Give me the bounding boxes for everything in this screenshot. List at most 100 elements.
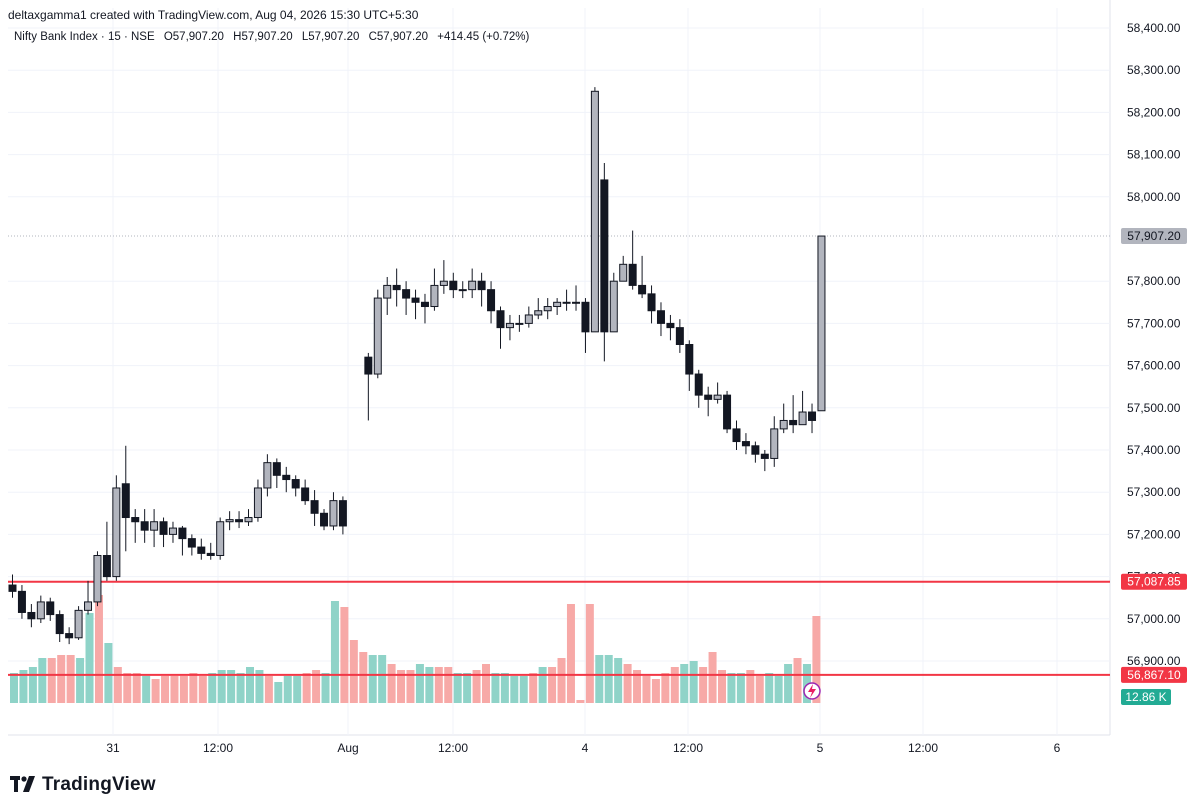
candle[interactable] — [121, 445, 130, 552]
candle[interactable] — [647, 285, 656, 324]
candle[interactable] — [291, 475, 300, 497]
candle-body — [178, 527, 187, 540]
candle-body — [8, 584, 17, 592]
candle[interactable] — [65, 627, 74, 645]
candle[interactable] — [74, 606, 83, 640]
candle[interactable] — [656, 302, 665, 337]
candle[interactable] — [723, 390, 732, 434]
candle[interactable] — [235, 511, 244, 529]
candle[interactable] — [8, 574, 17, 598]
candle[interactable] — [704, 386, 713, 417]
candle-body — [524, 314, 533, 324]
candle[interactable] — [17, 585, 26, 619]
candle[interactable] — [402, 281, 411, 315]
candle[interactable] — [27, 604, 36, 628]
candle[interactable] — [159, 517, 168, 548]
candle[interactable] — [225, 511, 234, 531]
candle[interactable] — [524, 306, 533, 328]
candle[interactable] — [817, 235, 826, 412]
candle-body — [272, 462, 281, 476]
candle[interactable] — [55, 610, 64, 643]
tradingview-logo[interactable]: TradingView — [10, 774, 156, 796]
candle[interactable] — [102, 521, 111, 581]
candle[interactable] — [534, 298, 543, 320]
candle[interactable] — [515, 314, 524, 332]
candle[interactable] — [84, 580, 93, 615]
candle[interactable] — [364, 352, 373, 421]
candle[interactable] — [253, 479, 262, 522]
candle[interactable] — [505, 314, 514, 341]
candle[interactable] — [751, 441, 760, 463]
candle[interactable] — [770, 416, 779, 467]
candle[interactable] — [798, 390, 807, 426]
candle[interactable] — [590, 87, 599, 333]
candle[interactable] — [112, 475, 121, 581]
price-tick-label: 57,500.00 — [1127, 401, 1181, 415]
candle[interactable] — [675, 319, 684, 353]
candle[interactable] — [310, 490, 319, 526]
candle[interactable] — [46, 597, 55, 621]
candle[interactable] — [329, 492, 338, 531]
candle[interactable] — [420, 293, 429, 324]
candle[interactable] — [93, 551, 102, 607]
candle[interactable] — [197, 538, 206, 560]
candle[interactable] — [392, 268, 401, 307]
candle[interactable] — [411, 289, 420, 320]
candle[interactable] — [808, 403, 817, 434]
candle[interactable] — [187, 534, 196, 556]
volume-bar — [519, 676, 528, 703]
candle[interactable] — [572, 285, 581, 311]
candle[interactable] — [562, 289, 571, 311]
candle[interactable] — [779, 403, 788, 434]
candle[interactable] — [320, 509, 329, 531]
candle-body — [779, 419, 788, 430]
legend-symbol[interactable]: Nifty Bank Index · 15 · NSE — [14, 31, 155, 43]
candle[interactable] — [543, 298, 552, 320]
candle[interactable] — [760, 450, 769, 472]
candle[interactable] — [301, 479, 310, 505]
volume-bar — [302, 673, 311, 703]
candle[interactable] — [263, 454, 272, 497]
candle[interactable] — [666, 314, 675, 341]
candle[interactable] — [449, 272, 458, 299]
candle[interactable] — [477, 272, 486, 307]
candle[interactable] — [178, 525, 187, 556]
candle[interactable] — [487, 281, 496, 324]
candle[interactable] — [789, 395, 798, 434]
candle[interactable] — [338, 496, 347, 535]
candle[interactable] — [581, 298, 590, 353]
candle[interactable] — [282, 466, 291, 493]
candle[interactable] — [272, 458, 281, 488]
candle[interactable] — [140, 509, 149, 543]
candle[interactable] — [216, 517, 225, 560]
candle[interactable] — [609, 272, 618, 333]
candle[interactable] — [131, 509, 140, 543]
candle-body — [647, 293, 656, 312]
candle[interactable] — [206, 542, 215, 560]
volume-bar — [415, 664, 424, 703]
candle[interactable] — [373, 289, 382, 379]
candle[interactable] — [741, 433, 750, 455]
candle[interactable] — [600, 163, 609, 362]
candle[interactable] — [638, 255, 647, 299]
candle[interactable] — [553, 298, 562, 315]
candle[interactable] — [383, 276, 392, 315]
candle[interactable] — [150, 509, 159, 548]
candle[interactable] — [685, 340, 694, 391]
volume-bar — [708, 652, 717, 703]
candle[interactable] — [168, 521, 177, 543]
candle[interactable] — [732, 420, 741, 450]
candle[interactable] — [36, 595, 45, 624]
candle[interactable] — [430, 268, 439, 311]
candle[interactable] — [619, 255, 628, 282]
candle[interactable] — [628, 230, 637, 290]
candle[interactable] — [458, 281, 467, 299]
candle[interactable] — [713, 382, 722, 404]
candle[interactable] — [468, 268, 477, 299]
lightning-icon[interactable] — [803, 682, 821, 700]
candle[interactable] — [244, 509, 253, 526]
candle[interactable] — [694, 369, 703, 408]
candle[interactable] — [496, 306, 505, 349]
candle[interactable] — [439, 260, 448, 294]
